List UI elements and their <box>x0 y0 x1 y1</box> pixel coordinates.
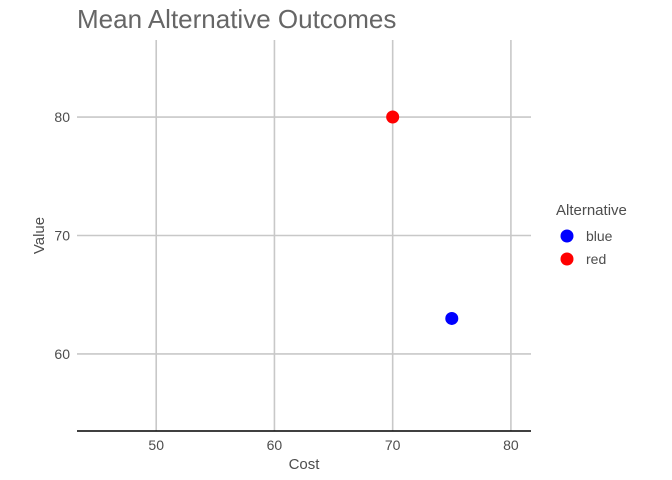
x-tick-label: 60 <box>267 437 283 453</box>
tick-labels: 50 60 70 80 60 70 80 <box>54 109 518 453</box>
legend-key-blue <box>560 229 574 243</box>
x-tick-label: 50 <box>148 437 164 453</box>
legend: Alternative blue red <box>556 202 627 267</box>
y-axis-title: Value <box>31 217 48 254</box>
x-tick-label: 80 <box>503 437 519 453</box>
data-point-blue <box>445 311 459 325</box>
data-points <box>386 110 459 325</box>
y-tick-label: 70 <box>54 228 70 244</box>
chart-title: Mean Alternative Outcomes <box>77 4 396 34</box>
y-tick-label: 60 <box>54 346 70 362</box>
grid <box>77 40 531 431</box>
legend-title: Alternative <box>556 202 627 219</box>
data-point-red <box>386 110 400 124</box>
y-tick-label: 80 <box>54 109 70 125</box>
legend-key-red <box>560 252 574 266</box>
legend-label-blue: blue <box>586 228 613 244</box>
x-axis-title: Cost <box>289 456 321 473</box>
x-tick-label: 70 <box>385 437 401 453</box>
legend-items: blue red <box>560 228 613 267</box>
legend-label-red: red <box>586 251 606 267</box>
